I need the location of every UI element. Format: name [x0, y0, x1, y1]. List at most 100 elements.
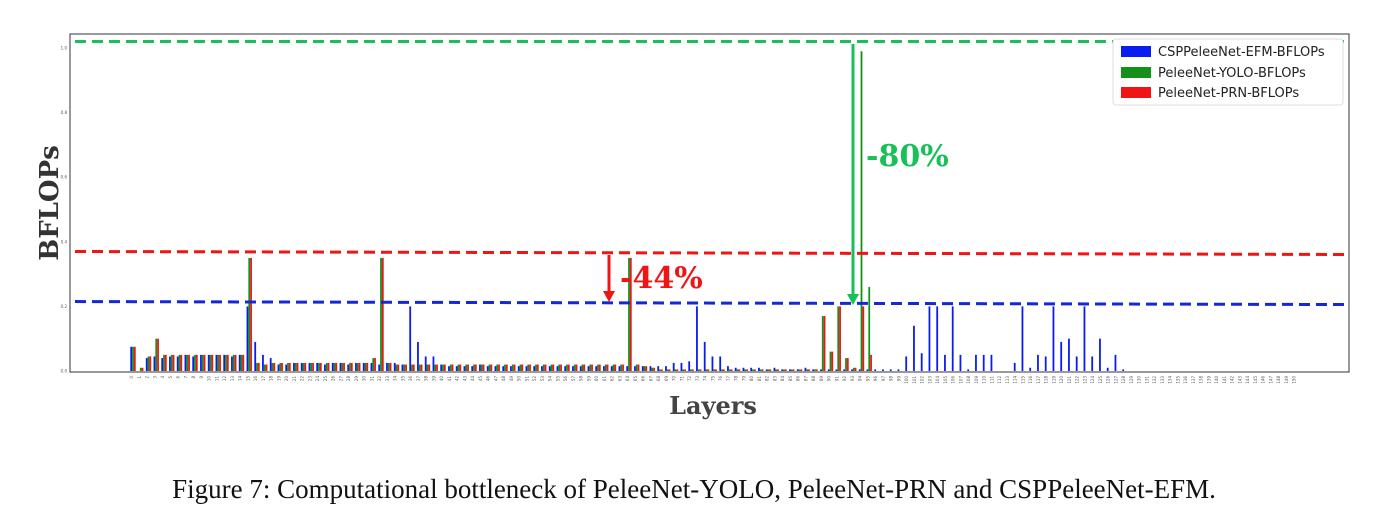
bar-0-16: [254, 341, 257, 371]
bar-0-47: [494, 366, 497, 371]
bar-2-28: [350, 362, 353, 371]
bar-0-50: [517, 366, 520, 371]
x-tick-label: 75: [710, 376, 715, 382]
x-tick-label: 103: [927, 376, 932, 384]
x-tick-label: 29: [354, 376, 359, 382]
bar-1-36: [411, 364, 413, 371]
bar-1-13: [232, 354, 235, 371]
bar-1-58: [581, 364, 584, 371]
annotation-44: -44%: [620, 261, 703, 296]
bars: [130, 51, 1125, 371]
x-tick-label: 53: [540, 376, 545, 382]
bar-2-61: [606, 364, 609, 371]
x-tick-label: 105: [943, 376, 948, 384]
bar-2-51: [529, 364, 531, 371]
bar-0-115: [1021, 306, 1024, 371]
bar-1-92: [845, 358, 847, 371]
x-tick-label: 43: [462, 376, 467, 382]
bar-0-107: [959, 354, 962, 371]
bar-1-66: [643, 366, 646, 371]
x-tick-label: 45: [478, 376, 483, 382]
bar-2-57: [575, 364, 578, 371]
bar-1-43: [465, 364, 468, 371]
bar-2-13: [234, 354, 237, 371]
bar-2-17: [265, 364, 268, 371]
x-tick-label: 111: [989, 376, 994, 384]
x-tick-label: 20: [284, 376, 289, 382]
bar-2-6: [180, 354, 183, 371]
bar-1-11: [217, 354, 220, 371]
bar-1-20: [287, 362, 289, 371]
bar-1-24: [318, 362, 320, 371]
bar-0-19: [277, 364, 280, 371]
x-tick-label: 80: [749, 376, 754, 382]
bar-1-33: [387, 362, 390, 371]
x-tick-label: 145: [1253, 376, 1258, 384]
legend-swatch-yolo: [1121, 67, 1151, 78]
bar-1-94: [860, 51, 863, 371]
x-tick-label: 40: [439, 376, 444, 382]
bar-1-63: [620, 364, 623, 371]
bar-1-85: [790, 369, 793, 371]
bar-0-128: [1122, 369, 1125, 371]
bar-2-66: [645, 366, 648, 371]
x-tick-label: 9: [199, 376, 204, 379]
x-tick-label: 104: [935, 376, 940, 384]
x-tick-label: 121: [1067, 376, 1072, 384]
bar-2-67: [653, 367, 655, 371]
x-tick-label: 134: [1168, 376, 1173, 384]
bar-0-67: [649, 366, 652, 371]
x-tick-label: 98: [889, 376, 894, 382]
x-tick-label: 2: [145, 376, 150, 379]
x-tick-label: 148: [1276, 376, 1281, 384]
bar-1-50: [519, 364, 522, 371]
bar-0-101: [913, 325, 915, 371]
x-tick-label: 22: [300, 376, 305, 382]
bar-0-91: [835, 369, 838, 371]
bar-2-52: [536, 364, 539, 371]
x-tick-label: 92: [842, 376, 847, 382]
bar-0-125: [1099, 338, 1101, 371]
x-tick-label: 129: [1129, 376, 1134, 384]
bar-0-37: [417, 341, 419, 371]
bar-1-60: [597, 364, 599, 371]
legend-swatch-efm: [1121, 46, 1151, 57]
bar-2-86: [800, 369, 803, 371]
x-tick-label: 7: [183, 376, 188, 379]
bar-0-126: [1106, 367, 1109, 371]
bar-1-41: [449, 364, 452, 371]
bar-1-56: [566, 364, 568, 371]
bar-2-7: [188, 354, 190, 371]
x-tick-label: 132: [1152, 376, 1157, 384]
bar-0-65: [634, 366, 636, 371]
x-tick-label: 108: [966, 376, 971, 384]
x-tick-label: 89: [819, 376, 824, 382]
bar-0-38: [424, 356, 427, 371]
reference-line-2: [74, 300, 1348, 307]
bar-2-40: [443, 364, 446, 371]
bar-1-59: [589, 364, 592, 371]
bar-2-25: [327, 362, 330, 371]
x-tick-label: 91: [834, 376, 839, 382]
bar-0-118: [1044, 356, 1047, 371]
bar-1-39: [434, 364, 437, 371]
reduction-arrow-44: [603, 255, 615, 302]
bar-1-91: [837, 306, 840, 371]
bar-2-32: [381, 257, 384, 371]
bar-2-18: [273, 362, 276, 371]
x-tick-label: 49: [509, 376, 514, 382]
x-tick-label: 50: [517, 376, 522, 382]
bar-0-32: [378, 364, 381, 371]
x-tick-label: 120: [1059, 376, 1064, 384]
bar-0-42: [455, 366, 458, 371]
x-tick-label: 12: [222, 376, 227, 382]
bar-1-83: [775, 369, 778, 371]
bar-0-5: [169, 356, 171, 371]
x-tick-label: 86: [796, 376, 801, 382]
x-tick-label: 44: [470, 376, 475, 382]
bar-2-5: [172, 354, 175, 371]
bar-0-68: [657, 366, 660, 371]
bar-2-47: [498, 364, 500, 371]
y-tick-label: 0.6: [61, 175, 68, 180]
y-tick-label: 0.2: [61, 304, 68, 309]
